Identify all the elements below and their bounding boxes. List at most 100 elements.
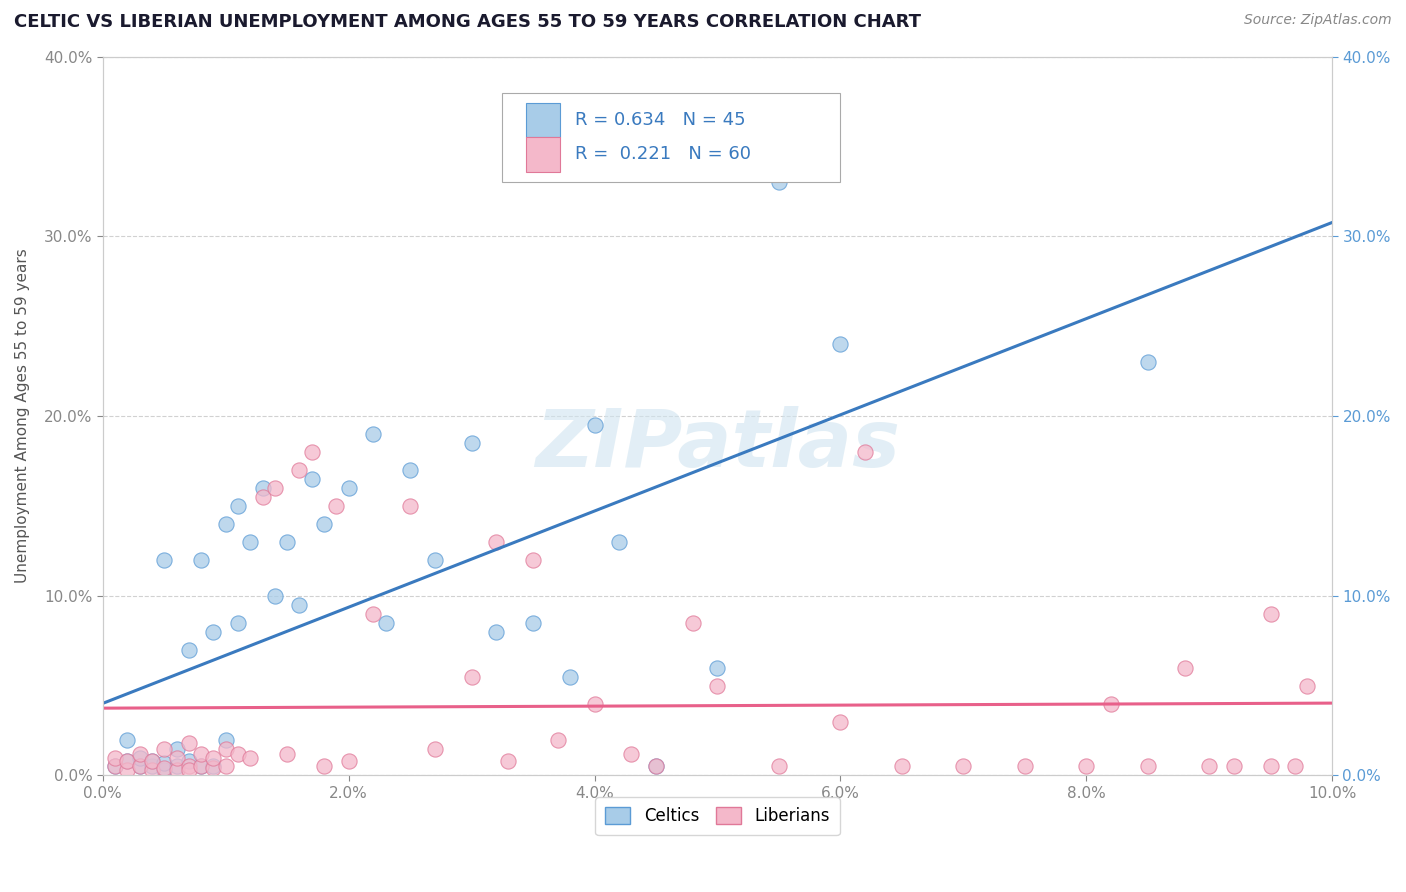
Point [768, 176, 790, 190]
Point [128, 759, 150, 773]
Point [264, 589, 287, 603]
Point [498, 754, 520, 768]
Point [153, 741, 176, 756]
Text: ZIPatlas: ZIPatlas [534, 406, 900, 483]
Point [215, 759, 238, 773]
Point [202, 761, 225, 775]
Point [190, 747, 212, 761]
Point [1099, 697, 1122, 711]
Point [190, 759, 212, 773]
Point [276, 534, 298, 549]
Point [141, 754, 163, 768]
Point [1260, 607, 1282, 621]
Point [128, 747, 150, 761]
Point [252, 481, 274, 495]
Point [153, 553, 176, 567]
Point [252, 490, 274, 504]
Text: R =  0.221   N = 60: R = 0.221 N = 60 [575, 145, 751, 163]
Point [547, 732, 569, 747]
Point [312, 516, 335, 531]
Point [153, 761, 176, 775]
Point [583, 697, 606, 711]
Text: CELTIC VS LIBERIAN UNEMPLOYMENT AMONG AGES 55 TO 59 YEARS CORRELATION CHART: CELTIC VS LIBERIAN UNEMPLOYMENT AMONG AG… [14, 13, 921, 31]
Point [312, 759, 335, 773]
Point [768, 759, 790, 773]
Y-axis label: Unemployment Among Ages 55 to 59 years: Unemployment Among Ages 55 to 59 years [15, 249, 30, 583]
Point [706, 661, 728, 675]
Point [853, 445, 876, 459]
Point [166, 763, 188, 777]
Point [104, 759, 127, 773]
Point [226, 615, 249, 630]
Point [830, 714, 852, 729]
Point [1198, 759, 1220, 773]
Point [607, 534, 630, 549]
Point [190, 759, 212, 773]
Point [830, 337, 852, 351]
Point [141, 759, 163, 773]
Point [706, 679, 728, 693]
Point [153, 756, 176, 770]
Point [215, 732, 238, 747]
Point [485, 534, 508, 549]
Point [141, 763, 163, 777]
Point [153, 763, 176, 777]
Point [117, 754, 139, 768]
Point [1136, 355, 1159, 369]
Point [361, 607, 384, 621]
Point [177, 754, 200, 768]
Point [522, 615, 544, 630]
Point [264, 481, 287, 495]
Point [1260, 759, 1282, 773]
Point [399, 463, 422, 477]
Point [239, 750, 262, 764]
Point [128, 750, 150, 764]
Point [460, 436, 482, 450]
Point [177, 759, 200, 773]
Legend: Celtics, Liberians: Celtics, Liberians [595, 797, 839, 836]
Point [215, 516, 238, 531]
Point [166, 750, 188, 764]
Point [104, 750, 127, 764]
Point [117, 754, 139, 768]
Point [141, 754, 163, 768]
Point [399, 499, 422, 513]
Point [226, 747, 249, 761]
Bar [526, 137, 560, 171]
Point [215, 741, 238, 756]
Point [177, 736, 200, 750]
Point [1014, 759, 1036, 773]
Point [583, 418, 606, 433]
Point [361, 427, 384, 442]
Text: R = 0.634   N = 45: R = 0.634 N = 45 [575, 111, 745, 129]
Point [1296, 679, 1319, 693]
Point [423, 741, 446, 756]
Point [620, 747, 643, 761]
Point [276, 747, 298, 761]
Point [374, 615, 396, 630]
Point [202, 624, 225, 639]
Point [1174, 661, 1197, 675]
Point [325, 499, 347, 513]
Point [460, 670, 482, 684]
Point [288, 598, 311, 612]
Point [104, 759, 127, 773]
Point [1222, 759, 1244, 773]
Point [337, 754, 360, 768]
Point [682, 615, 704, 630]
Point [337, 481, 360, 495]
Point [166, 759, 188, 773]
Point [1284, 759, 1306, 773]
Point [1076, 759, 1098, 773]
Point [226, 499, 249, 513]
FancyBboxPatch shape [502, 93, 841, 183]
Point [117, 732, 139, 747]
Point [558, 670, 581, 684]
Point [301, 472, 323, 486]
Point [522, 553, 544, 567]
Point [128, 759, 150, 773]
Point [166, 741, 188, 756]
Point [485, 624, 508, 639]
Point [177, 763, 200, 777]
Point [423, 553, 446, 567]
